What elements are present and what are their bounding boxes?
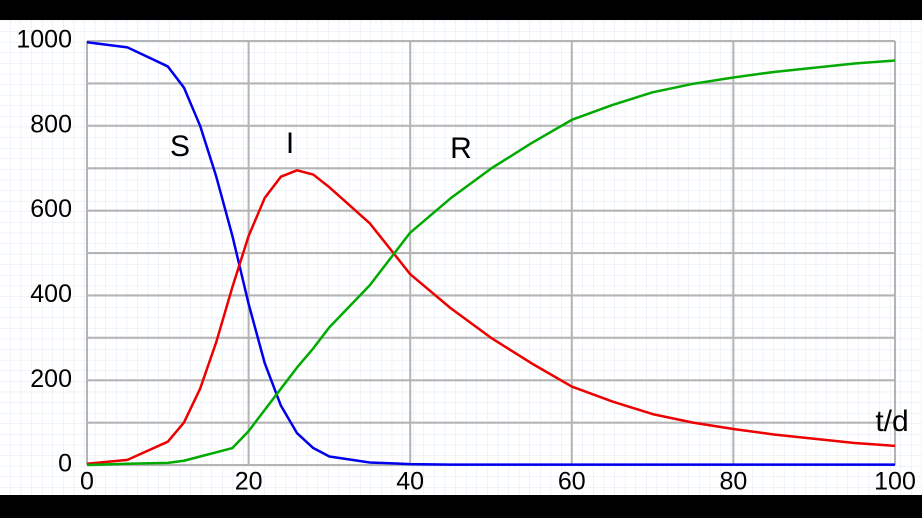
series-line: [86, 41, 895, 466]
x-tick-label: 100: [874, 468, 916, 496]
paper-grid: [0, 20, 922, 495]
series-line: [86, 59, 896, 467]
y-tick-label: 400: [30, 280, 72, 308]
y-tick-label: 1000: [16, 26, 72, 54]
annotation: S: [170, 130, 190, 163]
x-tick-label: 0: [80, 468, 94, 496]
y-tick-label: 0: [58, 450, 72, 478]
y-tick-label: 600: [30, 195, 72, 223]
x-tick-label: 60: [558, 468, 586, 496]
y-tick-label: 800: [30, 110, 72, 138]
x-tick-label: 40: [396, 468, 424, 496]
x-tick-label: 20: [235, 468, 263, 496]
series-line: [86, 169, 896, 465]
x-tick-label: 80: [719, 468, 747, 496]
annotation: R: [450, 132, 472, 165]
y-tick-label: 200: [30, 365, 72, 393]
annotation: t/d: [875, 405, 908, 438]
annotation: I: [286, 127, 294, 160]
